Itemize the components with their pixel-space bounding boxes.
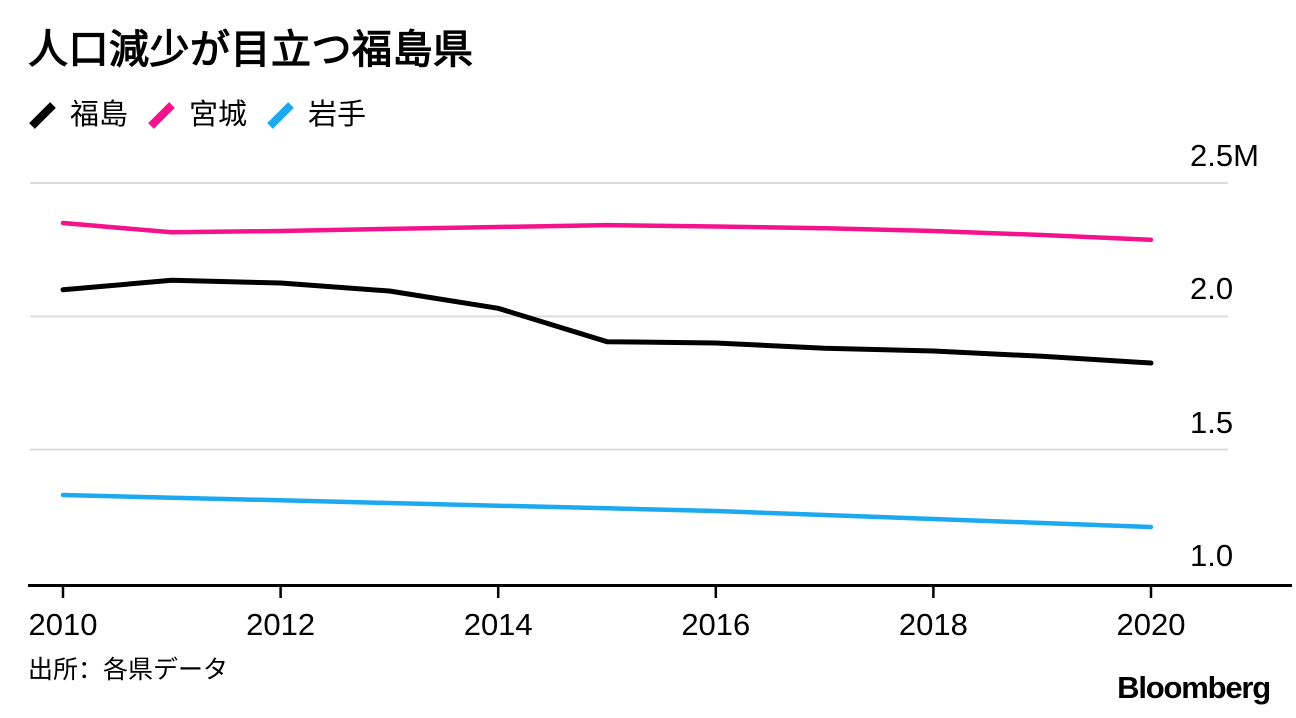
legend-label-iwate: 岩手	[308, 99, 367, 131]
legend: 福島 宮城 岩手	[28, 97, 366, 133]
gridlines	[30, 182, 1228, 451]
legend-label-fukushima: 福島	[70, 99, 129, 131]
legend-item-fukushima: 福島	[28, 97, 128, 133]
x-axis-ticks	[61, 587, 1153, 598]
y-tick-label-2: 2.0	[1190, 271, 1234, 307]
x-tick-label-2020: 2020	[1116, 607, 1186, 642]
legend-slash-icon-fukushima	[29, 102, 56, 129]
x-tick-label-2016: 2016	[681, 607, 751, 642]
legend-label-miyagi: 宮城	[189, 99, 248, 131]
y-tick-label-2.5: 2.5M	[1190, 138, 1259, 173]
x-tick-label-2012: 2012	[246, 607, 316, 642]
legend-slash-icon-iwate	[267, 102, 294, 129]
series-lines	[60, 220, 1154, 530]
legend-slash-icon-miyagi	[148, 102, 175, 129]
bloomberg-logo: Bloomberg	[1117, 670, 1271, 705]
iwate-line	[60, 492, 1154, 530]
x-tick-label-2010: 2010	[28, 607, 98, 642]
legend-item-iwate: 岩手	[266, 97, 366, 133]
source-note: 出所：各県データ	[28, 656, 229, 684]
chart-title: 人口減少が目立つ福島県	[28, 28, 474, 72]
x-tick-label-2014: 2014	[463, 607, 533, 642]
legend-item-miyagi: 宮城	[147, 97, 247, 133]
fukushima-line	[60, 277, 1154, 366]
miyagi-line	[60, 220, 1154, 243]
x-tick-label-2018: 2018	[898, 607, 968, 642]
y-tick-label-1.5: 1.5	[1190, 404, 1234, 440]
y-tick-label-1: 1.0	[1190, 538, 1234, 573]
